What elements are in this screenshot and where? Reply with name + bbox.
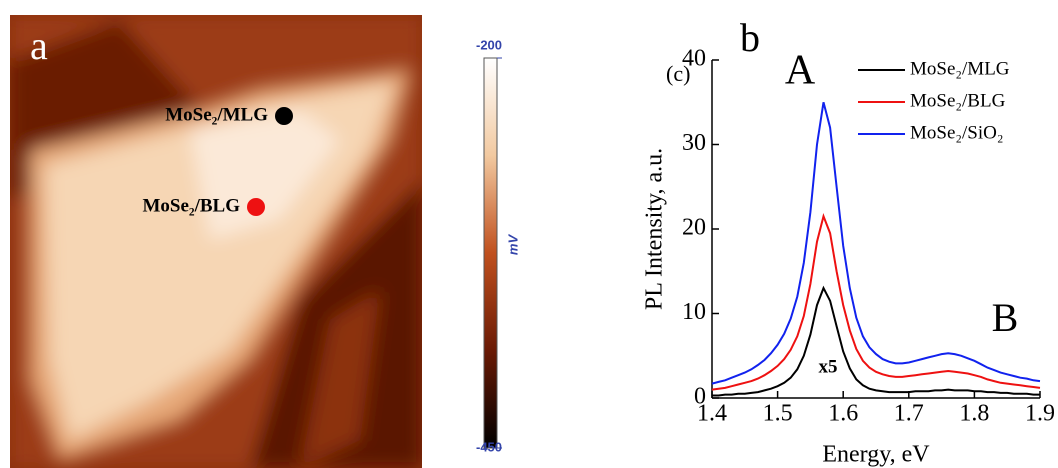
- x-tick-label: 1.9: [1025, 401, 1055, 427]
- x-tick-label: 1.4: [697, 401, 727, 427]
- y-tick-label: 40: [682, 46, 706, 72]
- x-tick-label: 1.8: [959, 401, 989, 427]
- colorbar: [483, 57, 498, 449]
- x-axis-label: Energy, eV: [822, 442, 930, 468]
- panel-label: b: [740, 15, 760, 60]
- x-tick-label: 1.5: [763, 401, 793, 427]
- subtitle: (c): [666, 61, 690, 86]
- y-tick-label: 30: [682, 130, 706, 156]
- panel-label: a: [30, 23, 48, 68]
- point-marker: [247, 198, 265, 216]
- colorbar-tick-label: -450: [476, 439, 502, 454]
- spectrum-line: [712, 285, 1040, 397]
- y-axis-label: PL Intensity, a.u.: [642, 148, 668, 310]
- x-tick-label: 1.6: [828, 401, 858, 427]
- legend-label: MoSe₂/BLG: [910, 90, 1006, 111]
- point-marker: [275, 107, 293, 125]
- colorbar-tick-label: -200: [476, 37, 502, 52]
- y-tick-label: 20: [682, 215, 706, 241]
- y-tick-label: 10: [682, 299, 706, 325]
- spectrum-line: [711, 102, 1041, 385]
- peak-annotation: B: [992, 295, 1019, 340]
- spectrum-line: [711, 213, 1041, 391]
- point-label: MoSe₂/BLG: [142, 195, 240, 216]
- legend-label: MoSe₂/SiO₂: [910, 122, 1004, 143]
- y-tick-label: 0: [694, 384, 706, 410]
- legend-label: MoSe₂/MLG: [910, 58, 1010, 79]
- x-tick-label: 1.7: [894, 401, 924, 427]
- afm-image: [10, 15, 422, 468]
- peak-annotation: x5: [819, 356, 838, 377]
- colorbar-label: mV: [505, 234, 520, 256]
- peak-annotation: A: [785, 48, 816, 94]
- point-label: MoSe₂/MLG: [165, 104, 268, 125]
